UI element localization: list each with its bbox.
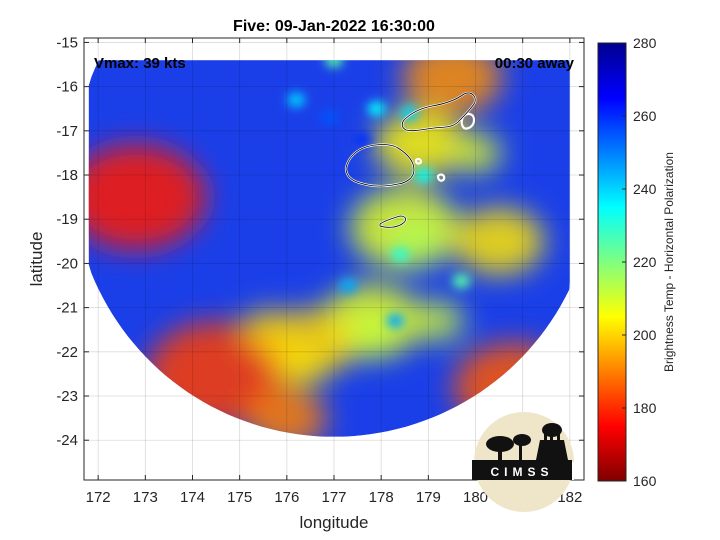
x-tick-label: 182	[557, 489, 582, 506]
x-tick-label: 172	[86, 489, 111, 506]
coastline-taveuni	[460, 112, 476, 130]
y-tick-label: -18	[56, 167, 78, 184]
logo-text: CIMSS	[490, 465, 553, 479]
colorbar-tick-label: 240	[633, 181, 657, 197]
x-tick-label: 177	[321, 489, 346, 506]
heatmap-feature	[391, 247, 410, 262]
heatmap-feature	[345, 313, 398, 355]
heatmap-cell	[88, 144, 206, 250]
heatmap-feature	[411, 300, 464, 342]
colorbar-tick-label: 180	[633, 400, 657, 416]
colorbar-tick-label: 160	[633, 473, 657, 489]
x-tick-label: 173	[133, 489, 158, 506]
chart-title: Five: 09-Jan-2022 16:30:00	[233, 18, 435, 35]
heatmap-feature	[287, 92, 306, 108]
heatmap-feature	[414, 167, 433, 183]
y-tick-label: -22	[56, 344, 78, 361]
y-axis: -15 -16 -17 -18 -19 -20 -21 -22 -23 -24	[56, 34, 584, 449]
colorbar-gradient	[597, 42, 627, 482]
x-tick-label: 178	[369, 489, 394, 506]
time-offset-annotation: 00:30 away	[495, 55, 575, 72]
heatmap-feature	[386, 313, 405, 329]
heatmap-feature	[274, 344, 327, 386]
x-axis: 172173174175176177178179180181182	[86, 38, 582, 506]
heatmap	[88, 60, 570, 437]
heatmap-feature	[241, 308, 294, 351]
y-tick-label: -15	[56, 34, 78, 51]
colorbar-tick-label: 220	[633, 254, 657, 270]
cimss-logo: CIMSS	[472, 412, 574, 512]
heatmap-feature	[449, 132, 502, 174]
coastline-ovalau	[414, 157, 423, 165]
heatmap-cell	[454, 207, 545, 276]
x-axis-label: longitude	[299, 513, 368, 532]
colorbar-tick-label: 280	[633, 35, 657, 51]
logo-banner	[472, 460, 572, 480]
y-tick-label: -21	[56, 300, 78, 317]
heatmap-feature	[325, 60, 343, 68]
logo-silhouette	[486, 423, 568, 460]
coastline-lau	[436, 173, 446, 182]
x-tick-label: 175	[227, 489, 252, 506]
x-tick-label: 179	[416, 489, 441, 506]
heatmap-feature	[339, 278, 358, 293]
heatmap-feature	[353, 132, 372, 147]
vmax-annotation: Vmax: 39 kts	[94, 55, 186, 72]
x-tick-label: 174	[180, 489, 205, 506]
colorbar-tick-label: 260	[633, 108, 657, 124]
warm-band-layer	[88, 60, 570, 437]
heatmap-feature	[320, 110, 339, 125]
heatmap-cell	[401, 60, 502, 116]
heatmap-feature	[367, 101, 386, 116]
gridlines	[84, 38, 584, 480]
heatmap-feature	[452, 273, 471, 289]
colorbar-ticks: 160 180 200 220 240 260 280	[622, 35, 657, 489]
y-tick-label: -19	[56, 211, 78, 228]
y-tick-label: -17	[56, 123, 78, 140]
y-tick-label: -16	[56, 79, 78, 96]
cold-cloud-layer	[287, 60, 471, 329]
heatmap-feature	[400, 105, 419, 121]
y-tick-label: -20	[56, 255, 78, 272]
coastlines-outline	[345, 92, 476, 228]
colorbar-tick-label: 200	[633, 327, 657, 343]
y-tick-label: -24	[56, 432, 78, 449]
colorbar: 160 180 200 220 240 260 280 Brightness Temp - …	[597, 35, 676, 489]
y-axis-label: latitude	[27, 232, 46, 287]
colorbar-label: Brightness Temp - Horizontal Polarizatio…	[662, 152, 676, 372]
x-tick-label: 180	[463, 489, 488, 506]
y-tick-label: -23	[56, 388, 78, 405]
x-tick-label: 176	[274, 489, 299, 506]
